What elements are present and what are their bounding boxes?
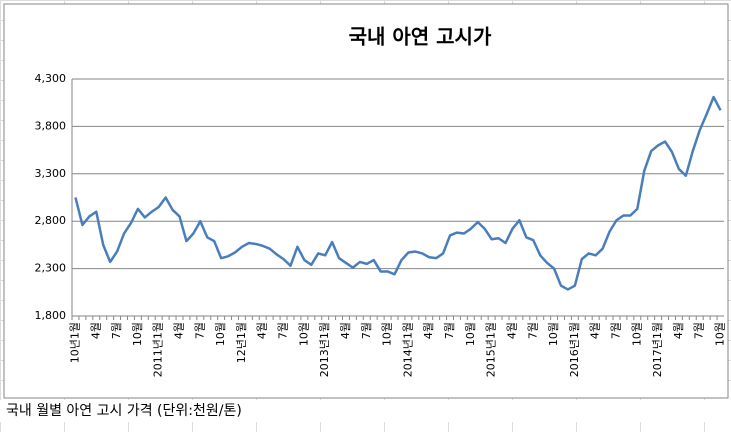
x-tick-label: 7월 xyxy=(110,322,123,339)
chart-title: 국내 아연 고시가 xyxy=(349,25,492,49)
y-tick-label: 3,800 xyxy=(35,119,67,132)
line-series xyxy=(74,95,722,291)
x-tick-label: 4월 xyxy=(589,322,602,339)
footnote: 국내 월별 아연 고시 가격 (단위:천원/톤) xyxy=(6,403,242,419)
x-tick-label: 2017년1월 xyxy=(651,322,664,377)
x-tick-label: 4월 xyxy=(422,322,435,339)
x-tick-label: 4월 xyxy=(505,322,518,339)
x-tick-label: 4월 xyxy=(339,322,352,339)
x-tick-label: 10년1월 xyxy=(68,322,81,363)
x-tick-label: 12년1월 xyxy=(235,322,248,363)
x-tick-label: 7월 xyxy=(193,322,206,339)
y-tick-label: 2,300 xyxy=(35,262,67,275)
x-tick-label: 7월 xyxy=(526,322,539,339)
x-tick-label: 4월 xyxy=(672,322,685,339)
x-tick-label: 4월 xyxy=(89,322,102,339)
x-tick-label: 2011년1월 xyxy=(152,322,165,377)
y-tick-label: 4,300 xyxy=(35,72,67,85)
x-tick-label: 10월 xyxy=(464,322,477,346)
x-tick-label: 10월 xyxy=(714,322,727,346)
x-tick-label: 10월 xyxy=(131,322,144,346)
x-tick-label: 7월 xyxy=(443,322,456,339)
y-tick-label: 3,300 xyxy=(35,167,67,180)
x-tick-label: 4월 xyxy=(173,322,186,339)
x-tick-label: 10월 xyxy=(297,322,310,346)
cell xyxy=(0,400,731,422)
x-tick-label: 7월 xyxy=(693,322,706,339)
x-tick-label: 10월 xyxy=(381,322,394,346)
x-tick-label: 7월 xyxy=(609,322,622,339)
x-tick-label: 2016년1월 xyxy=(568,322,581,377)
y-tick-label: 1,800 xyxy=(35,309,67,322)
x-tick-label: 10월 xyxy=(547,322,560,346)
x-tick-label: 4월 xyxy=(256,322,269,339)
x-tick-label: 10월 xyxy=(214,322,227,346)
x-tick-label: 7월 xyxy=(360,322,373,339)
y-tick-label: 2,800 xyxy=(35,214,67,227)
x-tick-label: 2014년1월 xyxy=(401,322,414,377)
chart-area xyxy=(3,3,729,399)
x-tick-label: 10월 xyxy=(630,322,643,346)
x-tick-label: 7월 xyxy=(277,322,290,339)
x-tick-label: 2015년1월 xyxy=(485,322,498,377)
x-tick-label: 2013년1월 xyxy=(318,322,331,377)
